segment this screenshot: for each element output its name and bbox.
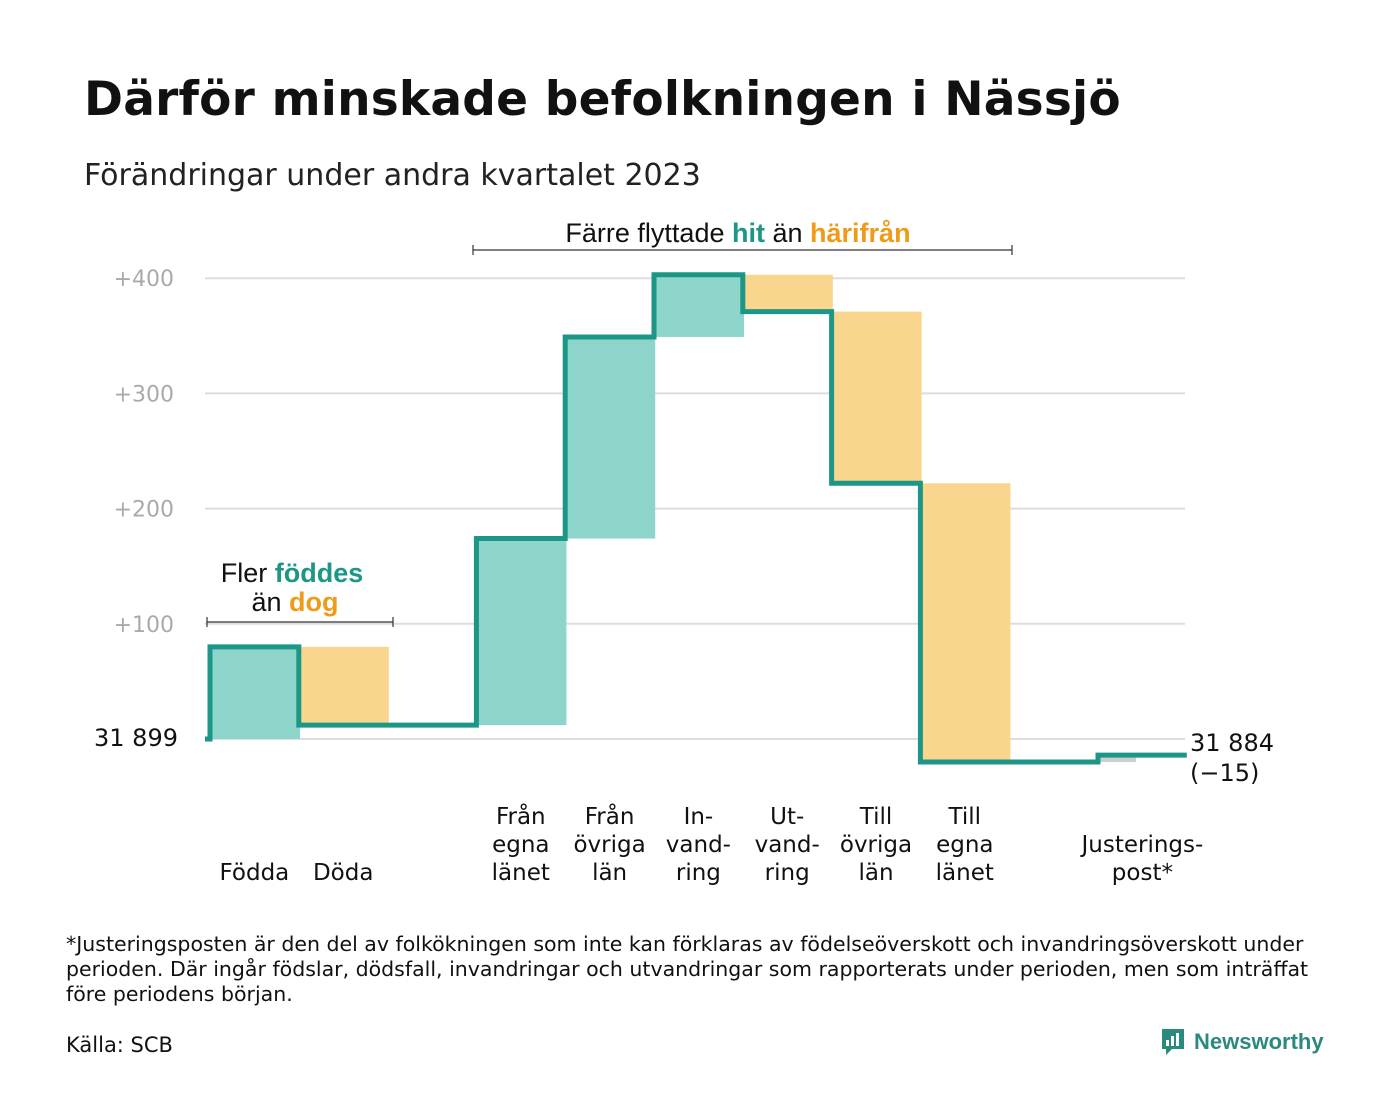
category-label-3-0: Från [496,802,546,830]
category-label-10-1: post* [1112,860,1173,886]
category-label-6-2: ring [765,860,810,886]
category-label-8-2: länet [936,860,994,886]
category-label-4-0: Från [585,802,635,830]
y-tick-label-1: +200 [114,498,174,523]
waterfall-bar-8 [920,483,1011,763]
waterfall-bar-3 [476,538,567,726]
category-label-3-2: länet [492,860,550,886]
end-value-label: 31 884 [1190,729,1274,757]
annotation-births-line2: än dog [251,587,338,617]
annotation-births-line1: Fler föddes [221,558,364,588]
y-tick-label-2: +300 [114,382,174,407]
start-value-label: 31 899 [94,724,178,752]
waterfall-bar-10 [1098,755,1136,763]
category-label-7-0: Till [859,804,893,830]
chart-title: Därför minskade befolkningen i Nässjö [84,72,1121,127]
brand-name: Newsworthy [1194,1029,1324,1054]
newsworthy-logo: Newsworthy [1160,1027,1324,1057]
waterfall-bar-6 [742,274,833,312]
category-label-6-0: Ut- [770,804,804,830]
end-change-label: (−15) [1190,759,1259,787]
cumulative-step-line [205,272,1187,765]
source-label: Källa: SCB [66,1033,173,1057]
waterfall-bar-4 [565,336,656,539]
category-label-3-1: egna [492,832,549,858]
chart-subtitle: Förändringar under andra kvartalet 2023 [84,158,701,193]
waterfall-bar-5 [654,274,744,337]
category-label-1-0: Döda [313,860,373,886]
category-label-10-0: Justerings- [1079,832,1203,858]
category-label-6-1: vand- [755,832,820,858]
waterfall-bar-0 [210,646,300,739]
waterfall-bar-1 [298,646,389,726]
bar-chart-icon [1162,1029,1184,1055]
category-label-5-1: vand- [666,832,731,858]
category-label-7-1: övriga [840,832,912,858]
annotation-migration: Färre flyttade hit än härifrån [565,218,910,248]
footnote: *Justeringsposten är den del av folkökni… [66,932,1309,1006]
category-label-5-2: ring [676,860,721,886]
category-label-4-1: övriga [573,832,645,858]
category-label-0-0: Födda [220,860,290,886]
category-label-7-2: län [858,860,893,886]
waterfall-bar-7 [831,311,922,484]
category-label-4-2: län [592,860,627,886]
category-label-5-0: In- [684,804,714,830]
category-label-8-0: Till [948,804,982,830]
category-label-8-1: egna [936,832,993,858]
y-tick-label-3: +400 [114,267,174,292]
y-tick-label-0: +100 [114,613,174,638]
